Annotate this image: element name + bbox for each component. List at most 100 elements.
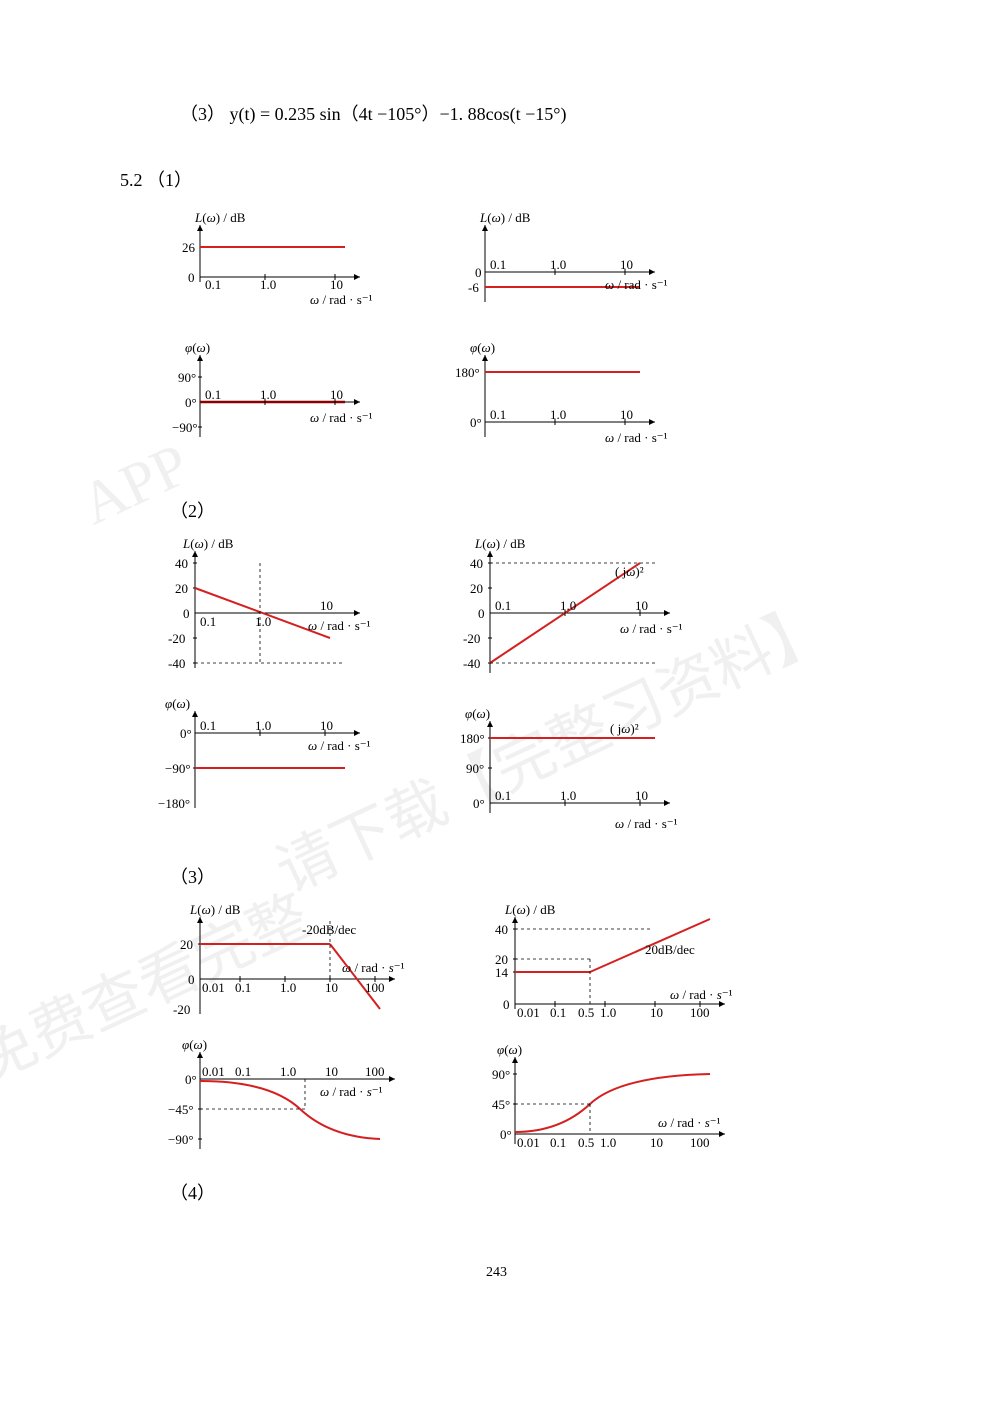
svg-text:20: 20 xyxy=(180,937,193,952)
svg-text:1.0: 1.0 xyxy=(280,1064,296,1079)
sub-3: （3） xyxy=(170,863,873,889)
svg-text:0.1: 0.1 xyxy=(550,1135,566,1150)
svg-text:ω / rad · s⁻¹: ω / rad · s⁻¹ xyxy=(342,960,405,975)
svg-text:ω / rad · s⁻¹: ω / rad · s⁻¹ xyxy=(670,987,733,1002)
svg-text:0.1: 0.1 xyxy=(235,1064,251,1079)
svg-text:−180°: −180° xyxy=(158,796,190,811)
svg-text:ω / rad · s⁻¹: ω / rad · s⁻¹ xyxy=(658,1115,721,1130)
ytick-26: 26 xyxy=(182,240,196,255)
svg-text:10: 10 xyxy=(325,980,338,995)
svg-text:10: 10 xyxy=(325,1064,338,1079)
svg-text:0: 0 xyxy=(188,972,195,987)
svg-text:10: 10 xyxy=(330,277,343,292)
svg-text:45°: 45° xyxy=(492,1097,510,1112)
svg-text:180°: 180° xyxy=(455,365,480,380)
svg-text:ω / rad · s⁻¹: ω / rad · s⁻¹ xyxy=(605,277,668,292)
section-5.2-1: 5.2 （1） xyxy=(120,166,873,192)
sub-2: （2） xyxy=(170,497,873,523)
svg-text:0.01: 0.01 xyxy=(202,980,225,995)
svg-text:L(ω) / dB: L(ω) / dB xyxy=(504,902,556,917)
svg-text:−90°: −90° xyxy=(168,1132,194,1147)
svg-text:0.1: 0.1 xyxy=(495,788,511,803)
svg-text:100: 100 xyxy=(365,1064,385,1079)
svg-text:0°: 0° xyxy=(470,415,482,430)
svg-text:20dB/dec: 20dB/dec xyxy=(645,942,695,957)
svg-text:40: 40 xyxy=(470,556,483,571)
svg-text:-20: -20 xyxy=(463,631,480,646)
plot-row-2: L(ω) / dB 40 20 0 -20 -40 0.1 1.0 10 ω / r… xyxy=(120,533,873,843)
svg-text:-40: -40 xyxy=(168,656,185,671)
svg-text:-20: -20 xyxy=(173,1002,190,1017)
plot-1a: L(ω) / dB 26 0 0.1 1.0 10 ω / rad · s⁻¹ φ(… xyxy=(120,207,380,477)
plot-2a: L(ω) / dB 40 20 0 -20 -40 0.11.010 ω / r… xyxy=(120,533,380,843)
svg-text:0.1: 0.1 xyxy=(490,257,506,272)
svg-text:φ(ω): φ(ω) xyxy=(185,340,210,355)
svg-text:1.0: 1.0 xyxy=(260,277,276,292)
svg-text:φ(ω): φ(ω) xyxy=(182,1037,207,1052)
svg-text:40: 40 xyxy=(495,922,508,937)
svg-text:0.01: 0.01 xyxy=(517,1005,540,1020)
svg-text:0: 0 xyxy=(503,997,510,1012)
svg-text:φ(ω): φ(ω) xyxy=(465,706,490,721)
svg-text:1.0: 1.0 xyxy=(280,980,296,995)
svg-text:90°: 90° xyxy=(466,761,484,776)
svg-text:ω / rad · s⁻¹: ω / rad · s⁻¹ xyxy=(310,292,373,307)
svg-text:10: 10 xyxy=(620,257,633,272)
svg-text:10: 10 xyxy=(650,1005,663,1020)
svg-text:10: 10 xyxy=(650,1135,663,1150)
svg-text:0°: 0° xyxy=(500,1127,512,1142)
svg-text:1.0: 1.0 xyxy=(255,614,271,629)
svg-text:( jω)²: ( jω)² xyxy=(615,564,644,579)
svg-text:−90°: −90° xyxy=(165,761,191,776)
svg-text:0.1: 0.1 xyxy=(495,598,511,613)
svg-text:−45°: −45° xyxy=(168,1102,194,1117)
svg-text:( jω)²: ( jω)² xyxy=(610,721,639,736)
svg-text:φ(ω): φ(ω) xyxy=(497,1042,522,1057)
svg-text:0°: 0° xyxy=(185,395,197,410)
svg-text:L(ω) / dB: L(ω) / dB xyxy=(474,536,526,551)
svg-text:ω / rad · s⁻¹: ω / rad · s⁻¹ xyxy=(308,738,371,753)
ytick-0: 0 xyxy=(188,270,195,285)
svg-text:10: 10 xyxy=(330,387,343,402)
svg-text:100: 100 xyxy=(365,980,385,995)
svg-text:1.0: 1.0 xyxy=(560,598,576,613)
svg-text:10: 10 xyxy=(635,788,648,803)
equation-text: （3） y(t) = 0.235 sin（4t −105°）−1. 88cos(… xyxy=(180,100,873,126)
svg-text:0°: 0° xyxy=(473,796,485,811)
svg-text:1.0: 1.0 xyxy=(600,1135,616,1150)
svg-text:1.0: 1.0 xyxy=(600,1005,616,1020)
svg-text:0.01: 0.01 xyxy=(517,1135,540,1150)
svg-text:90°: 90° xyxy=(492,1067,510,1082)
plot-row-1: L(ω) / dB 26 0 0.1 1.0 10 ω / rad · s⁻¹ φ(… xyxy=(120,207,873,477)
svg-text:-20: -20 xyxy=(168,631,185,646)
svg-text:180°: 180° xyxy=(460,731,485,746)
svg-text:L(ω) / dB: L(ω) / dB xyxy=(479,210,531,225)
svg-text:ω / rad · s⁻¹: ω / rad · s⁻¹ xyxy=(605,430,668,445)
svg-text:10: 10 xyxy=(620,407,633,422)
svg-text:40: 40 xyxy=(175,556,188,571)
sub-4: （4） xyxy=(170,1179,873,1205)
plot-1a-mag-title: L(ω) / dB xyxy=(194,210,246,225)
svg-text:100: 100 xyxy=(690,1005,710,1020)
svg-text:1.0: 1.0 xyxy=(550,257,566,272)
svg-text:0.5: 0.5 xyxy=(578,1135,594,1150)
svg-text:-6: -6 xyxy=(468,280,479,295)
svg-text:0.1: 0.1 xyxy=(200,718,216,733)
svg-text:0: 0 xyxy=(478,606,485,621)
svg-text:L(ω) / dB: L(ω) / dB xyxy=(189,902,241,917)
plot-2b: L(ω) / dB 40 20 0 -20 -40 ( jω)² 0.1 1.0 1… xyxy=(420,533,700,843)
plot-3a: L(ω) / dB 20 0 -20 -20dB/dec 0.010.11.01… xyxy=(120,899,410,1159)
svg-text:L(ω) / dB: L(ω) / dB xyxy=(182,536,234,551)
svg-text:ω / rad · s⁻¹: ω / rad · s⁻¹ xyxy=(310,410,373,425)
svg-text:ω / rad · s⁻¹: ω / rad · s⁻¹ xyxy=(620,621,683,636)
svg-text:ω / rad · s⁻¹: ω / rad · s⁻¹ xyxy=(320,1084,383,1099)
svg-text:14: 14 xyxy=(495,965,509,980)
page-number: 243 xyxy=(120,1265,873,1281)
svg-text:0.1: 0.1 xyxy=(205,277,221,292)
svg-text:0.1: 0.1 xyxy=(490,407,506,422)
svg-text:20: 20 xyxy=(175,581,188,596)
svg-text:20: 20 xyxy=(470,581,483,596)
svg-text:ω / rad · s⁻¹: ω / rad · s⁻¹ xyxy=(615,816,678,831)
svg-text:0°: 0° xyxy=(185,1072,197,1087)
svg-text:-40: -40 xyxy=(463,656,480,671)
